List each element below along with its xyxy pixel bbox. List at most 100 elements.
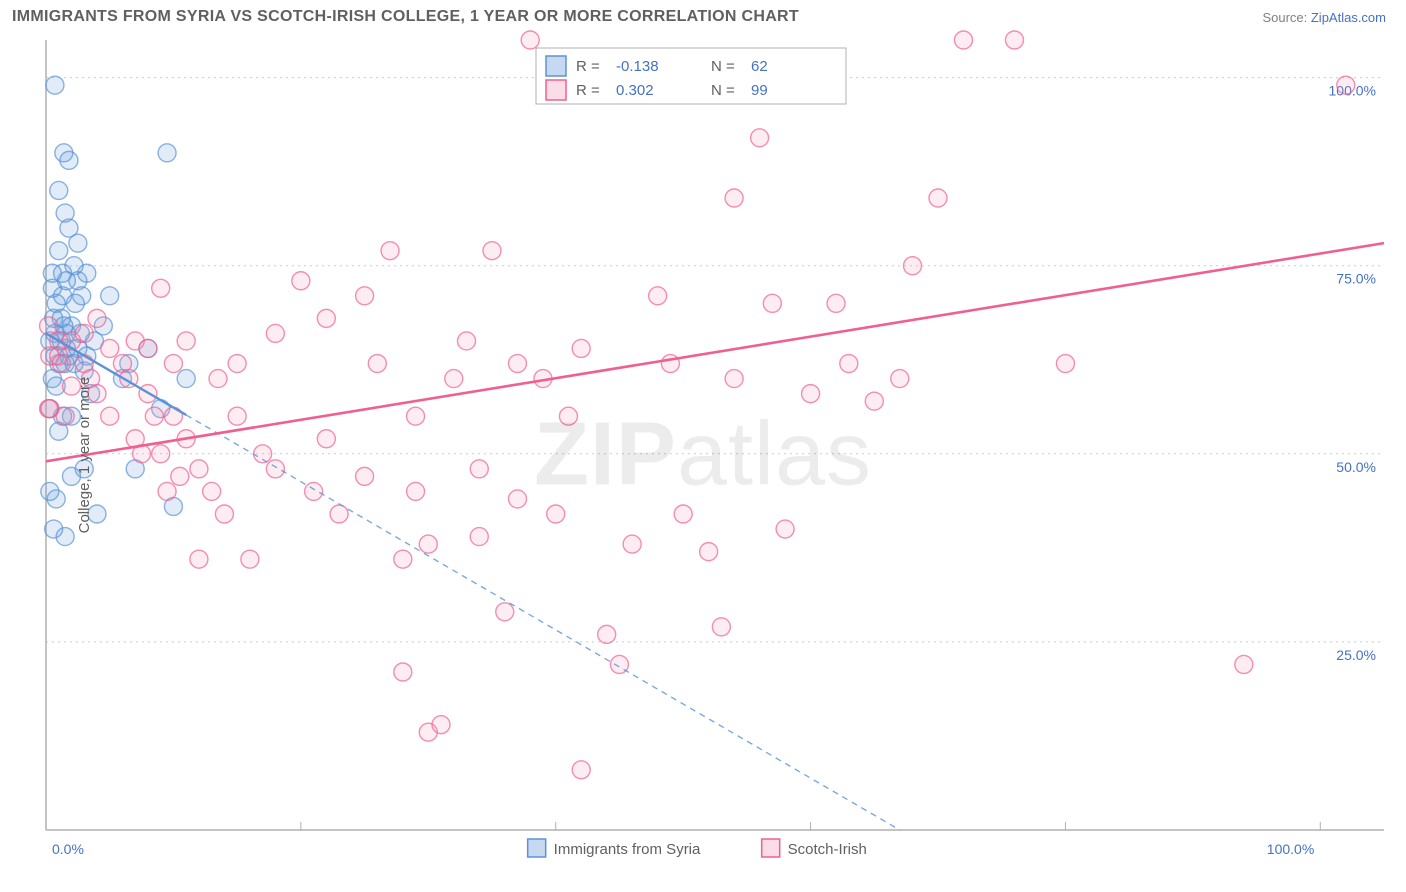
data-point: [929, 189, 947, 207]
trendline-solid: [46, 243, 1384, 461]
data-point: [56, 407, 74, 425]
data-point: [50, 181, 68, 199]
data-point: [73, 287, 91, 305]
data-point: [865, 392, 883, 410]
data-point: [712, 618, 730, 636]
legend-swatch: [546, 56, 566, 76]
data-point: [50, 242, 68, 260]
data-point: [158, 482, 176, 500]
data-point: [508, 490, 526, 508]
data-point: [827, 294, 845, 312]
legend-r-value: 0.302: [616, 82, 654, 99]
data-point: [88, 309, 106, 327]
data-point: [266, 460, 284, 478]
data-point: [802, 385, 820, 403]
data-point: [305, 482, 323, 500]
y-tick-label: 25.0%: [1336, 647, 1376, 663]
data-point: [725, 370, 743, 388]
chart-header: IMMIGRANTS FROM SYRIA VS SCOTCH-IRISH CO…: [0, 0, 1406, 30]
data-point: [776, 520, 794, 538]
data-point: [1005, 31, 1023, 49]
data-point: [47, 490, 65, 508]
chart-svg: 25.0%50.0%75.0%100.0%R =-0.138N =62R =0.…: [0, 30, 1406, 880]
data-point: [145, 407, 163, 425]
data-point: [508, 355, 526, 373]
bottom-legend-label: Immigrants from Syria: [554, 841, 701, 858]
bottom-legend-swatch: [762, 839, 780, 857]
data-point: [725, 189, 743, 207]
data-point: [763, 294, 781, 312]
data-point: [40, 400, 58, 418]
data-point: [101, 339, 119, 357]
data-point: [171, 467, 189, 485]
data-point: [458, 332, 476, 350]
data-point: [203, 482, 221, 500]
data-point: [445, 370, 463, 388]
data-point: [381, 242, 399, 260]
data-point: [75, 324, 93, 342]
data-point: [209, 370, 227, 388]
data-point: [394, 550, 412, 568]
data-point: [649, 287, 667, 305]
legend-r-value: -0.138: [616, 58, 659, 75]
data-point: [177, 370, 195, 388]
data-point: [152, 279, 170, 297]
data-point: [954, 31, 972, 49]
data-point: [598, 625, 616, 643]
x-tick-label: 100.0%: [1267, 841, 1314, 857]
legend-r-label: R =: [576, 82, 600, 99]
data-point: [470, 528, 488, 546]
data-point: [228, 407, 246, 425]
data-point: [572, 339, 590, 357]
data-point: [674, 505, 692, 523]
legend-n-label: N =: [711, 58, 735, 75]
data-point: [496, 603, 514, 621]
data-point: [101, 407, 119, 425]
data-point: [190, 550, 208, 568]
bottom-legend-swatch: [528, 839, 546, 857]
data-point: [56, 528, 74, 546]
source-prefix: Source:: [1262, 10, 1310, 25]
data-point: [101, 287, 119, 305]
data-point: [241, 550, 259, 568]
data-point: [904, 257, 922, 275]
data-point: [1337, 76, 1355, 94]
data-point: [139, 339, 157, 357]
data-point: [317, 430, 335, 448]
data-point: [46, 76, 64, 94]
data-point: [317, 309, 335, 327]
y-tick-label: 50.0%: [1336, 459, 1376, 475]
data-point: [483, 242, 501, 260]
data-point: [330, 505, 348, 523]
data-point: [69, 234, 87, 252]
y-axis-label: College, 1 year or more: [76, 377, 93, 534]
data-point: [559, 407, 577, 425]
legend-n-value: 99: [751, 82, 768, 99]
data-point: [891, 370, 909, 388]
data-point: [266, 324, 284, 342]
data-point: [177, 332, 195, 350]
data-point: [52, 355, 70, 373]
data-point: [407, 407, 425, 425]
data-point: [1235, 655, 1253, 673]
source-link[interactable]: ZipAtlas.com: [1311, 10, 1386, 25]
data-point: [356, 467, 374, 485]
legend-n-label: N =: [711, 82, 735, 99]
data-point: [394, 663, 412, 681]
bottom-legend-label: Scotch-Irish: [788, 841, 867, 858]
chart-area: College, 1 year or more ZIPatlas 25.0%50…: [0, 30, 1406, 880]
data-point: [1056, 355, 1074, 373]
y-tick-label: 75.0%: [1336, 271, 1376, 287]
data-point: [78, 264, 96, 282]
data-point: [356, 287, 374, 305]
data-point: [407, 482, 425, 500]
data-point: [152, 445, 170, 463]
chart-title: IMMIGRANTS FROM SYRIA VS SCOTCH-IRISH CO…: [12, 8, 799, 26]
legend-n-value: 62: [751, 58, 768, 75]
data-point: [419, 535, 437, 553]
data-point: [158, 144, 176, 162]
data-point: [190, 460, 208, 478]
trendline-dashed: [186, 415, 900, 830]
data-point: [215, 505, 233, 523]
data-point: [547, 505, 565, 523]
